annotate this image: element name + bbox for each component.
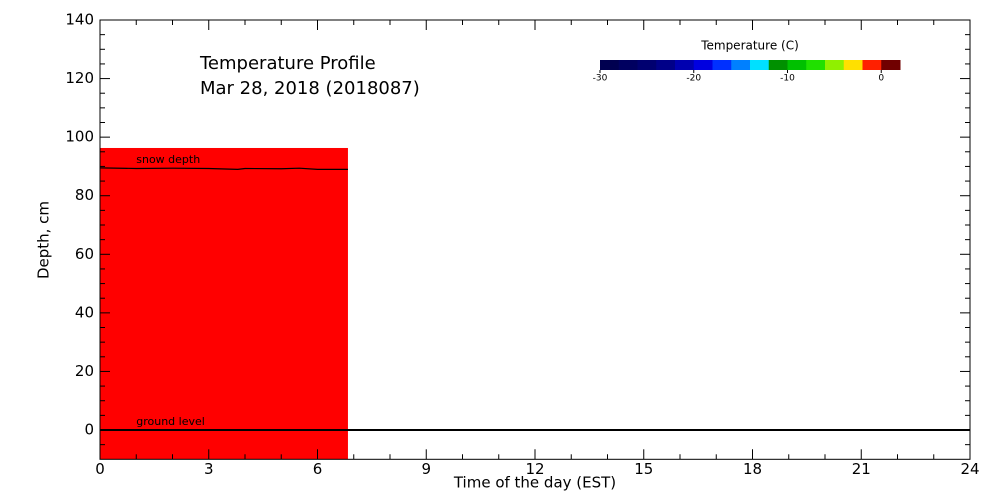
y-tick-label: 0 bbox=[84, 421, 94, 439]
colorbar-segment bbox=[675, 60, 695, 70]
colorbar-segment bbox=[731, 60, 751, 70]
colorbar-segment bbox=[768, 60, 788, 70]
chart-subtitle: Mar 28, 2018 (2018087) bbox=[200, 78, 420, 99]
series-label: ground level bbox=[136, 415, 205, 428]
x-tick-label: 0 bbox=[95, 460, 105, 478]
colorbar-segment bbox=[881, 60, 901, 70]
colorbar-segment bbox=[637, 60, 657, 70]
colorbar-segment bbox=[618, 60, 638, 70]
chart-title: Temperature Profile bbox=[199, 53, 376, 74]
colorbar-segment bbox=[787, 60, 807, 70]
colorbar-segment bbox=[693, 60, 713, 70]
y-tick-label: 120 bbox=[65, 69, 94, 87]
colorbar-segment bbox=[600, 60, 620, 70]
colorbar-segment bbox=[712, 60, 732, 70]
y-tick-label: 60 bbox=[75, 245, 94, 263]
x-tick-label: 24 bbox=[960, 460, 979, 478]
x-tick-label: 12 bbox=[525, 460, 544, 478]
x-tick-label: 6 bbox=[313, 460, 323, 478]
y-tick-label: 140 bbox=[65, 11, 94, 29]
x-tick-label: 3 bbox=[204, 460, 214, 478]
y-tick-label: 40 bbox=[75, 303, 94, 321]
y-axis-label: Depth, cm bbox=[35, 201, 53, 279]
y-tick-label: 80 bbox=[75, 186, 94, 204]
colorbar-segment bbox=[806, 60, 826, 70]
colorbar-title: Temperature (C) bbox=[700, 39, 799, 53]
x-tick-label: 9 bbox=[421, 460, 431, 478]
colorbar-segment bbox=[843, 60, 863, 70]
series-line bbox=[99, 167, 348, 170]
colorbar-tick-label: 0 bbox=[878, 74, 884, 84]
x-tick-label: 15 bbox=[634, 460, 653, 478]
colorbar-segment bbox=[825, 60, 845, 70]
y-tick-label: 20 bbox=[75, 362, 94, 380]
temperature-field bbox=[100, 147, 348, 460]
x-tick-label: 18 bbox=[743, 460, 762, 478]
y-tick-label: 100 bbox=[65, 128, 94, 146]
colorbar-tick-label: -20 bbox=[686, 74, 701, 84]
colorbar-segment bbox=[750, 60, 770, 70]
series-label: snow depth bbox=[136, 153, 200, 166]
colorbar-tick-label: -10 bbox=[780, 74, 795, 84]
colorbar-segment bbox=[656, 60, 676, 70]
colorbar-tick-label: -30 bbox=[593, 74, 608, 84]
x-tick-label: 21 bbox=[852, 460, 871, 478]
x-axis-label: Time of the day (EST) bbox=[453, 474, 616, 492]
colorbar-segment bbox=[862, 60, 882, 70]
